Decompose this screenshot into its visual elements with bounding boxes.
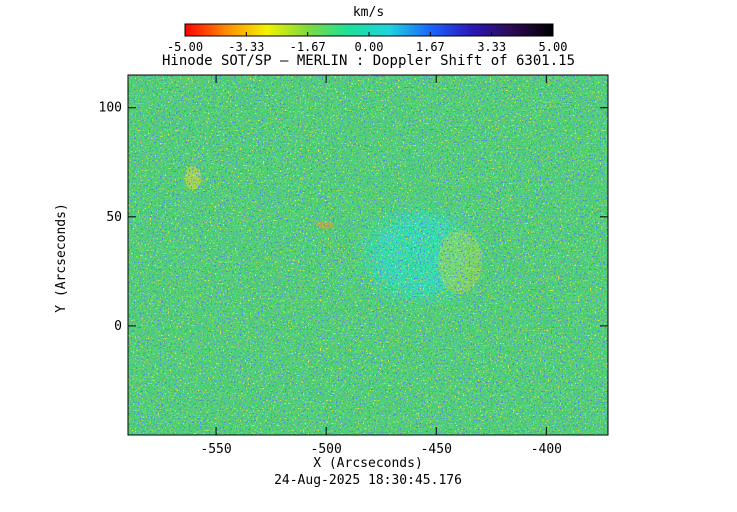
- y-tick-label: 100: [99, 101, 122, 116]
- colorbar-tick-label: -3.33: [228, 40, 264, 54]
- axis-ticks: -550 -500 -450 -400 100 50 0: [99, 75, 608, 457]
- colorbar-tick-label: 5.00: [539, 40, 568, 54]
- colorbar-tick-label: 0.00: [355, 40, 384, 54]
- timestamp: 24-Aug-2025 18:30:45.176: [274, 473, 462, 488]
- granulation-texture: [128, 75, 608, 435]
- colorbar-tick-label: -1.67: [290, 40, 326, 54]
- x-tick-label: -550: [200, 442, 231, 457]
- x-tick-label: -500: [311, 442, 342, 457]
- plot-frame: [127, 74, 609, 436]
- colorbar-unit-label: km/s: [352, 5, 385, 20]
- x-tick-label: -400: [531, 442, 562, 457]
- colorbar-ticks: -5.00 -3.33 -1.67 0.00 1.67 3.33 5.00: [167, 32, 568, 54]
- y-tick-label: 50: [106, 210, 122, 225]
- colorbar-tick-label: -5.00: [167, 40, 203, 54]
- y-axis-label: Y (Arcseconds): [54, 203, 69, 313]
- x-tick-label: -450: [421, 442, 452, 457]
- plot-title: Hinode SOT/SP — MERLIN : Doppler Shift o…: [161, 53, 575, 69]
- y-tick-label: 0: [114, 319, 122, 334]
- x-axis-label: X (Arcseconds): [313, 456, 423, 471]
- colorbar-tick-label: 3.33: [477, 40, 506, 54]
- colorbar-tick-label: 1.67: [416, 40, 445, 54]
